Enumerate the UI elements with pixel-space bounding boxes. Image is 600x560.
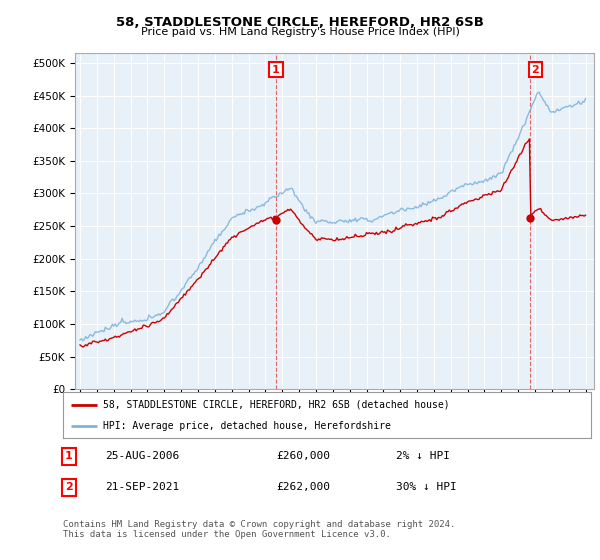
Text: HPI: Average price, detached house, Herefordshire: HPI: Average price, detached house, Here… <box>103 422 391 431</box>
Text: 21-SEP-2021: 21-SEP-2021 <box>105 482 179 492</box>
Text: 2: 2 <box>532 64 539 74</box>
Text: 2% ↓ HPI: 2% ↓ HPI <box>396 451 450 461</box>
Text: 25-AUG-2006: 25-AUG-2006 <box>105 451 179 461</box>
Text: 30% ↓ HPI: 30% ↓ HPI <box>396 482 457 492</box>
Text: £262,000: £262,000 <box>276 482 330 492</box>
Text: Contains HM Land Registry data © Crown copyright and database right 2024.
This d: Contains HM Land Registry data © Crown c… <box>63 520 455 539</box>
Text: Price paid vs. HM Land Registry's House Price Index (HPI): Price paid vs. HM Land Registry's House … <box>140 27 460 37</box>
Text: £260,000: £260,000 <box>276 451 330 461</box>
Text: 58, STADDLESTONE CIRCLE, HEREFORD, HR2 6SB: 58, STADDLESTONE CIRCLE, HEREFORD, HR2 6… <box>116 16 484 29</box>
Text: 58, STADDLESTONE CIRCLE, HEREFORD, HR2 6SB (detached house): 58, STADDLESTONE CIRCLE, HEREFORD, HR2 6… <box>103 400 449 410</box>
Text: 1: 1 <box>65 451 73 461</box>
Text: 2: 2 <box>65 482 73 492</box>
Text: 1: 1 <box>272 64 280 74</box>
